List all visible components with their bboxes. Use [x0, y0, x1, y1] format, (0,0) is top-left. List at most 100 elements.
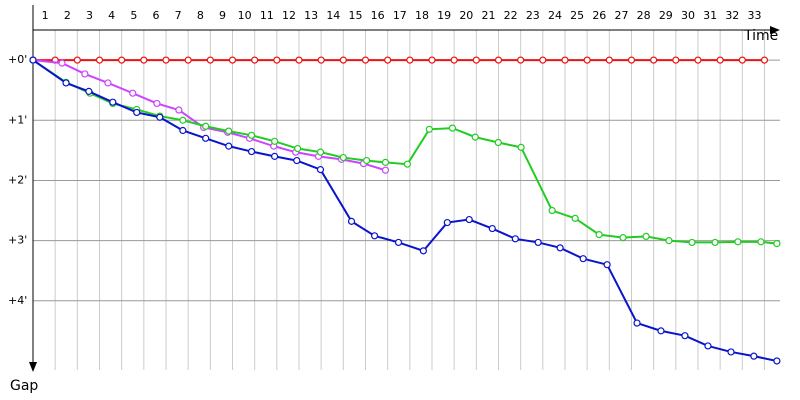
- data-point: [384, 56, 392, 64]
- x-tick-label: 23: [526, 9, 540, 22]
- data-point: [428, 56, 436, 64]
- data-point: [294, 144, 302, 153]
- data-point: [595, 231, 603, 239]
- x-tick-label: 12: [282, 9, 296, 22]
- x-axis-label: Time: [743, 28, 778, 44]
- x-tick-label: 32: [725, 9, 739, 22]
- x-tick-label: 27: [614, 9, 628, 22]
- data-point: [73, 56, 81, 64]
- data-point: [425, 125, 433, 133]
- data-point: [339, 56, 347, 64]
- x-tick-label: 5: [130, 9, 137, 22]
- x-tick-label: 16: [371, 9, 385, 22]
- data-point: [488, 224, 496, 233]
- data-point: [734, 238, 742, 246]
- data-point: [316, 148, 325, 156]
- x-tick-label: 15: [348, 9, 362, 22]
- data-point: [471, 133, 479, 141]
- data-point: [29, 56, 37, 64]
- data-point: [118, 56, 126, 64]
- data-point: [556, 244, 564, 252]
- data-point: [605, 56, 613, 64]
- data-point: [109, 98, 117, 106]
- x-tick-label: 22: [504, 9, 518, 22]
- data-point: [361, 56, 370, 64]
- data-point: [511, 235, 519, 243]
- data-point: [704, 342, 712, 350]
- data-point: [251, 56, 259, 64]
- data-point: [95, 56, 104, 64]
- data-point: [619, 234, 627, 242]
- grid: [33, 30, 780, 370]
- data-point: [363, 156, 371, 165]
- y-tick-label: +0': [8, 53, 27, 66]
- data-point: [133, 108, 141, 117]
- data-point: [129, 89, 137, 97]
- x-tick-label: 10: [238, 9, 252, 22]
- data-point: [347, 217, 356, 225]
- data-point: [688, 238, 696, 247]
- x-tick-label: 29: [659, 9, 673, 22]
- y-tick-label: +1': [8, 113, 27, 126]
- series-line: [32, 59, 386, 172]
- data-point: [81, 70, 89, 78]
- x-tick-label: 7: [175, 9, 182, 22]
- y-arrow: [29, 362, 37, 372]
- data-point: [293, 156, 301, 165]
- x-tick-label: 28: [637, 9, 651, 22]
- data-point: [711, 238, 719, 247]
- x-tick-label: 3: [86, 9, 93, 22]
- x-tick-label: 8: [197, 9, 204, 22]
- data-point: [727, 348, 735, 356]
- data-point: [228, 56, 237, 64]
- data-point: [58, 59, 66, 67]
- data-point: [534, 238, 542, 247]
- x-tick-label: 33: [747, 9, 761, 22]
- data-point: [579, 255, 587, 263]
- data-point: [317, 56, 325, 64]
- data-point: [206, 56, 214, 64]
- x-tick-label: 14: [326, 9, 340, 22]
- data-point: [694, 56, 702, 64]
- data-point: [517, 143, 525, 151]
- series-line: [32, 59, 778, 245]
- plot: [29, 56, 781, 365]
- data-point: [517, 56, 525, 64]
- data-point: [561, 56, 569, 64]
- data-point: [247, 147, 256, 156]
- data-point: [339, 153, 347, 162]
- data-point: [403, 160, 411, 168]
- data-point: [140, 56, 148, 64]
- data-point: [273, 56, 281, 64]
- data-point: [179, 126, 187, 135]
- y-axis-label: Gap: [10, 378, 38, 394]
- x-tick-label: 13: [304, 9, 318, 22]
- x-tick-label: 9: [219, 9, 226, 22]
- data-point: [681, 332, 689, 340]
- data-point: [104, 79, 112, 87]
- data-point: [583, 56, 591, 64]
- data-point: [184, 56, 192, 64]
- data-point: [225, 127, 233, 135]
- axes: [29, 5, 780, 372]
- data-point: [62, 79, 70, 87]
- data-point: [381, 166, 390, 174]
- data-point: [225, 142, 233, 150]
- x-tick-label: 31: [703, 9, 717, 22]
- y-tick-label: +3': [8, 234, 27, 247]
- data-point: [633, 319, 641, 327]
- data-point: [773, 357, 781, 365]
- x-tick-label: 11: [260, 9, 274, 22]
- data-point: [247, 131, 256, 139]
- x-tick-label: 17: [393, 9, 407, 22]
- data-point: [650, 56, 658, 64]
- data-point: [773, 240, 781, 248]
- data-point: [156, 113, 164, 121]
- data-point: [465, 215, 473, 224]
- x-tick-label: 20: [459, 9, 473, 22]
- data-point: [381, 158, 390, 166]
- data-point: [85, 87, 93, 95]
- data-point: [494, 138, 502, 147]
- data-point: [316, 166, 325, 174]
